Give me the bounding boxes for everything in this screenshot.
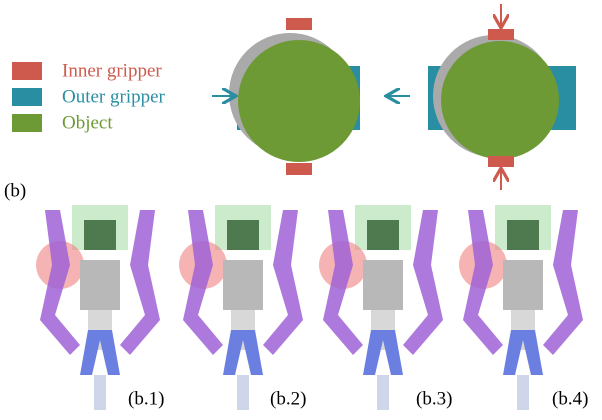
- legend-swatch: [12, 114, 42, 132]
- legend-label: Inner gripper: [62, 60, 162, 81]
- legend-swatch: [12, 88, 42, 106]
- panel-label: (b): [4, 180, 26, 201]
- subfigure-label: (b.3): [416, 388, 452, 409]
- legend: Inner gripper Outer gripper Object: [12, 60, 166, 133]
- subfigure-label: (b.1): [128, 388, 164, 409]
- legend-label: Outer gripper: [62, 86, 166, 107]
- photos: [36, 205, 583, 410]
- legend-swatch: [12, 62, 42, 80]
- legend-label: Object: [62, 112, 113, 133]
- subfigure-label: (b.4): [552, 388, 588, 409]
- inner-grip-diagram: [428, 4, 576, 190]
- subfigure-label: (b.2): [270, 388, 306, 409]
- outer-grip-diagram: [212, 18, 410, 175]
